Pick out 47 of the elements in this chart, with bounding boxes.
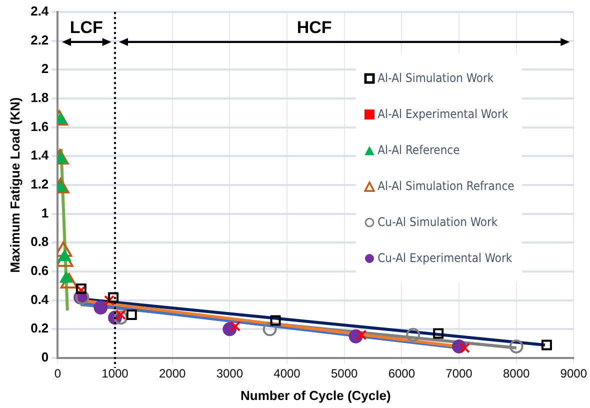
y-tick-label: 2.4 xyxy=(30,4,50,19)
point xyxy=(230,321,241,332)
point xyxy=(270,315,281,326)
y-tick-label: 1.2 xyxy=(30,176,49,192)
point xyxy=(356,330,367,340)
x-tick-label: 7000 xyxy=(446,366,473,381)
y-tick-label: 1.8 xyxy=(30,90,49,106)
x-tick-label: 4000 xyxy=(274,366,301,381)
x-tick-label: 3000 xyxy=(216,366,244,381)
y-tick-label: 0.6 xyxy=(30,263,49,278)
point xyxy=(94,300,108,315)
y-tick-label: 0.8 xyxy=(30,234,49,250)
x-tick-label: 1000 xyxy=(102,366,129,381)
y-axis-title: Maximum Fatigue Load (KN) xyxy=(7,97,22,273)
y-tick-label: 0.4 xyxy=(30,292,50,307)
x-tick-label: 6000 xyxy=(388,366,416,381)
y-tick-label: 2.2 xyxy=(30,32,49,48)
point xyxy=(108,292,119,303)
point xyxy=(262,322,277,336)
legend-label: Cu-Al Experimental Work xyxy=(378,251,512,265)
x-axis-title: Number of Cycle (Cycle) xyxy=(240,388,391,403)
x-tick-label: 0 xyxy=(54,366,62,381)
y-tick-label: 1 xyxy=(41,205,49,220)
legend-label: Al-Al Reference xyxy=(378,143,460,157)
x-tick-label: 2000 xyxy=(158,366,186,381)
x-tick-label: 9000 xyxy=(560,366,588,381)
point xyxy=(114,310,128,325)
point xyxy=(104,295,115,306)
x-tick-label: 5000 xyxy=(330,366,358,381)
point xyxy=(406,328,420,342)
legend-label: Al-Al Simulation Refrance xyxy=(378,179,514,193)
x-tick-label: 8000 xyxy=(502,366,530,381)
legend-label: Al-Al Experimental Work xyxy=(378,107,508,121)
point xyxy=(459,342,470,354)
legend-label: Al-Al Simulation Work xyxy=(378,71,494,85)
point xyxy=(126,310,137,320)
point xyxy=(541,340,552,350)
y-tick-label: 0.2 xyxy=(30,320,49,336)
legend-label: Cu-Al Simulation Work xyxy=(378,215,498,229)
annotation: HCF xyxy=(296,18,332,38)
y-tick-label: 1.6 xyxy=(30,118,49,134)
annotation: LCF xyxy=(70,18,103,38)
point xyxy=(509,339,524,354)
y-tick-label: 2 xyxy=(41,61,49,76)
y-tick-label: 1.4 xyxy=(30,148,50,163)
point xyxy=(433,328,444,339)
y-tick-label: 0 xyxy=(41,350,49,365)
